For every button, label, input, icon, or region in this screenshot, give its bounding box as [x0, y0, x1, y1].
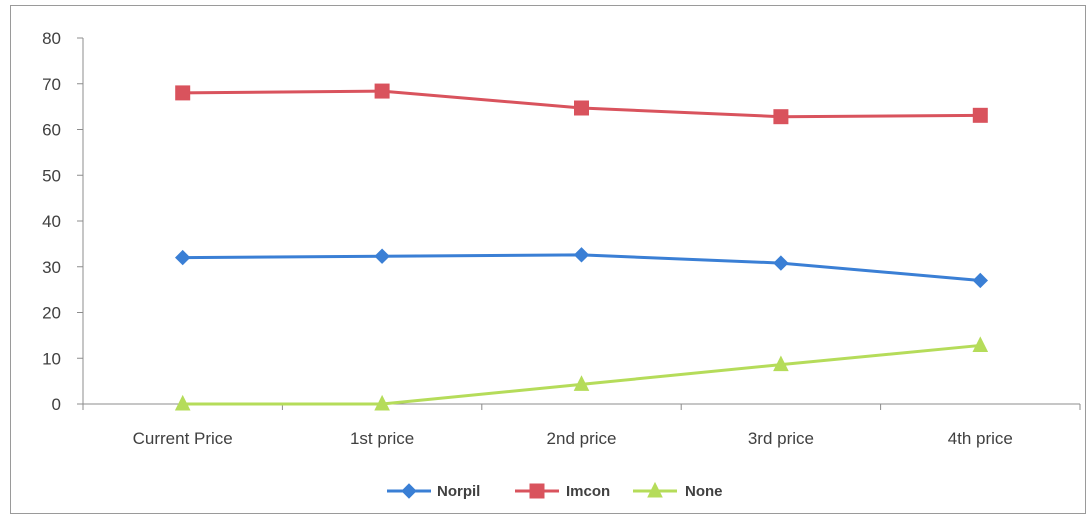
series-none	[174, 336, 989, 411]
legend-item-none: None	[633, 481, 723, 500]
y-tick-label: 30	[42, 258, 61, 277]
data-point	[374, 83, 390, 99]
x-tick-label: 2nd price	[547, 429, 617, 448]
y-tick-label: 20	[42, 304, 61, 323]
legend-swatch-marker	[647, 481, 663, 498]
legend-label: None	[685, 483, 723, 500]
data-point	[972, 272, 989, 289]
y-tick-label: 60	[42, 121, 61, 140]
data-point	[773, 355, 789, 372]
y-tick-label: 10	[42, 349, 61, 368]
y-tick-label: 80	[42, 29, 61, 48]
series-imcon	[175, 83, 988, 125]
data-point	[773, 109, 789, 125]
x-tick-label: Current Price	[133, 429, 233, 448]
legend-swatch-marker	[401, 483, 417, 499]
y-tick-label: 50	[42, 166, 61, 185]
series-layer	[174, 83, 989, 411]
legend-label: Imcon	[566, 483, 610, 500]
data-point	[174, 249, 191, 266]
data-point	[573, 247, 590, 263]
y-tick-label: 70	[42, 75, 61, 94]
legend-item-norpil: Norpil	[387, 483, 480, 500]
legend: Norpil Imcon None	[387, 481, 723, 500]
series-line	[182, 343, 981, 406]
data-point	[174, 394, 191, 411]
legend-label: Norpil	[437, 483, 480, 500]
data-point	[374, 248, 390, 264]
x-tick-label: 4th price	[948, 429, 1013, 448]
x-tick-label: 3rd price	[748, 429, 814, 448]
data-point	[573, 375, 590, 391]
y-tick-label: 0	[52, 395, 61, 414]
x-tick-label: 1st price	[350, 429, 414, 448]
data-point	[574, 100, 589, 116]
legend-item-imcon: Imcon	[515, 483, 610, 500]
series-norpil	[174, 247, 989, 289]
legend-swatch-marker	[529, 483, 545, 499]
data-point	[374, 394, 390, 411]
data-point	[972, 107, 988, 123]
data-point	[175, 85, 191, 101]
y-tick-label: 40	[42, 212, 61, 231]
data-point	[773, 255, 789, 271]
data-point	[972, 336, 989, 352]
